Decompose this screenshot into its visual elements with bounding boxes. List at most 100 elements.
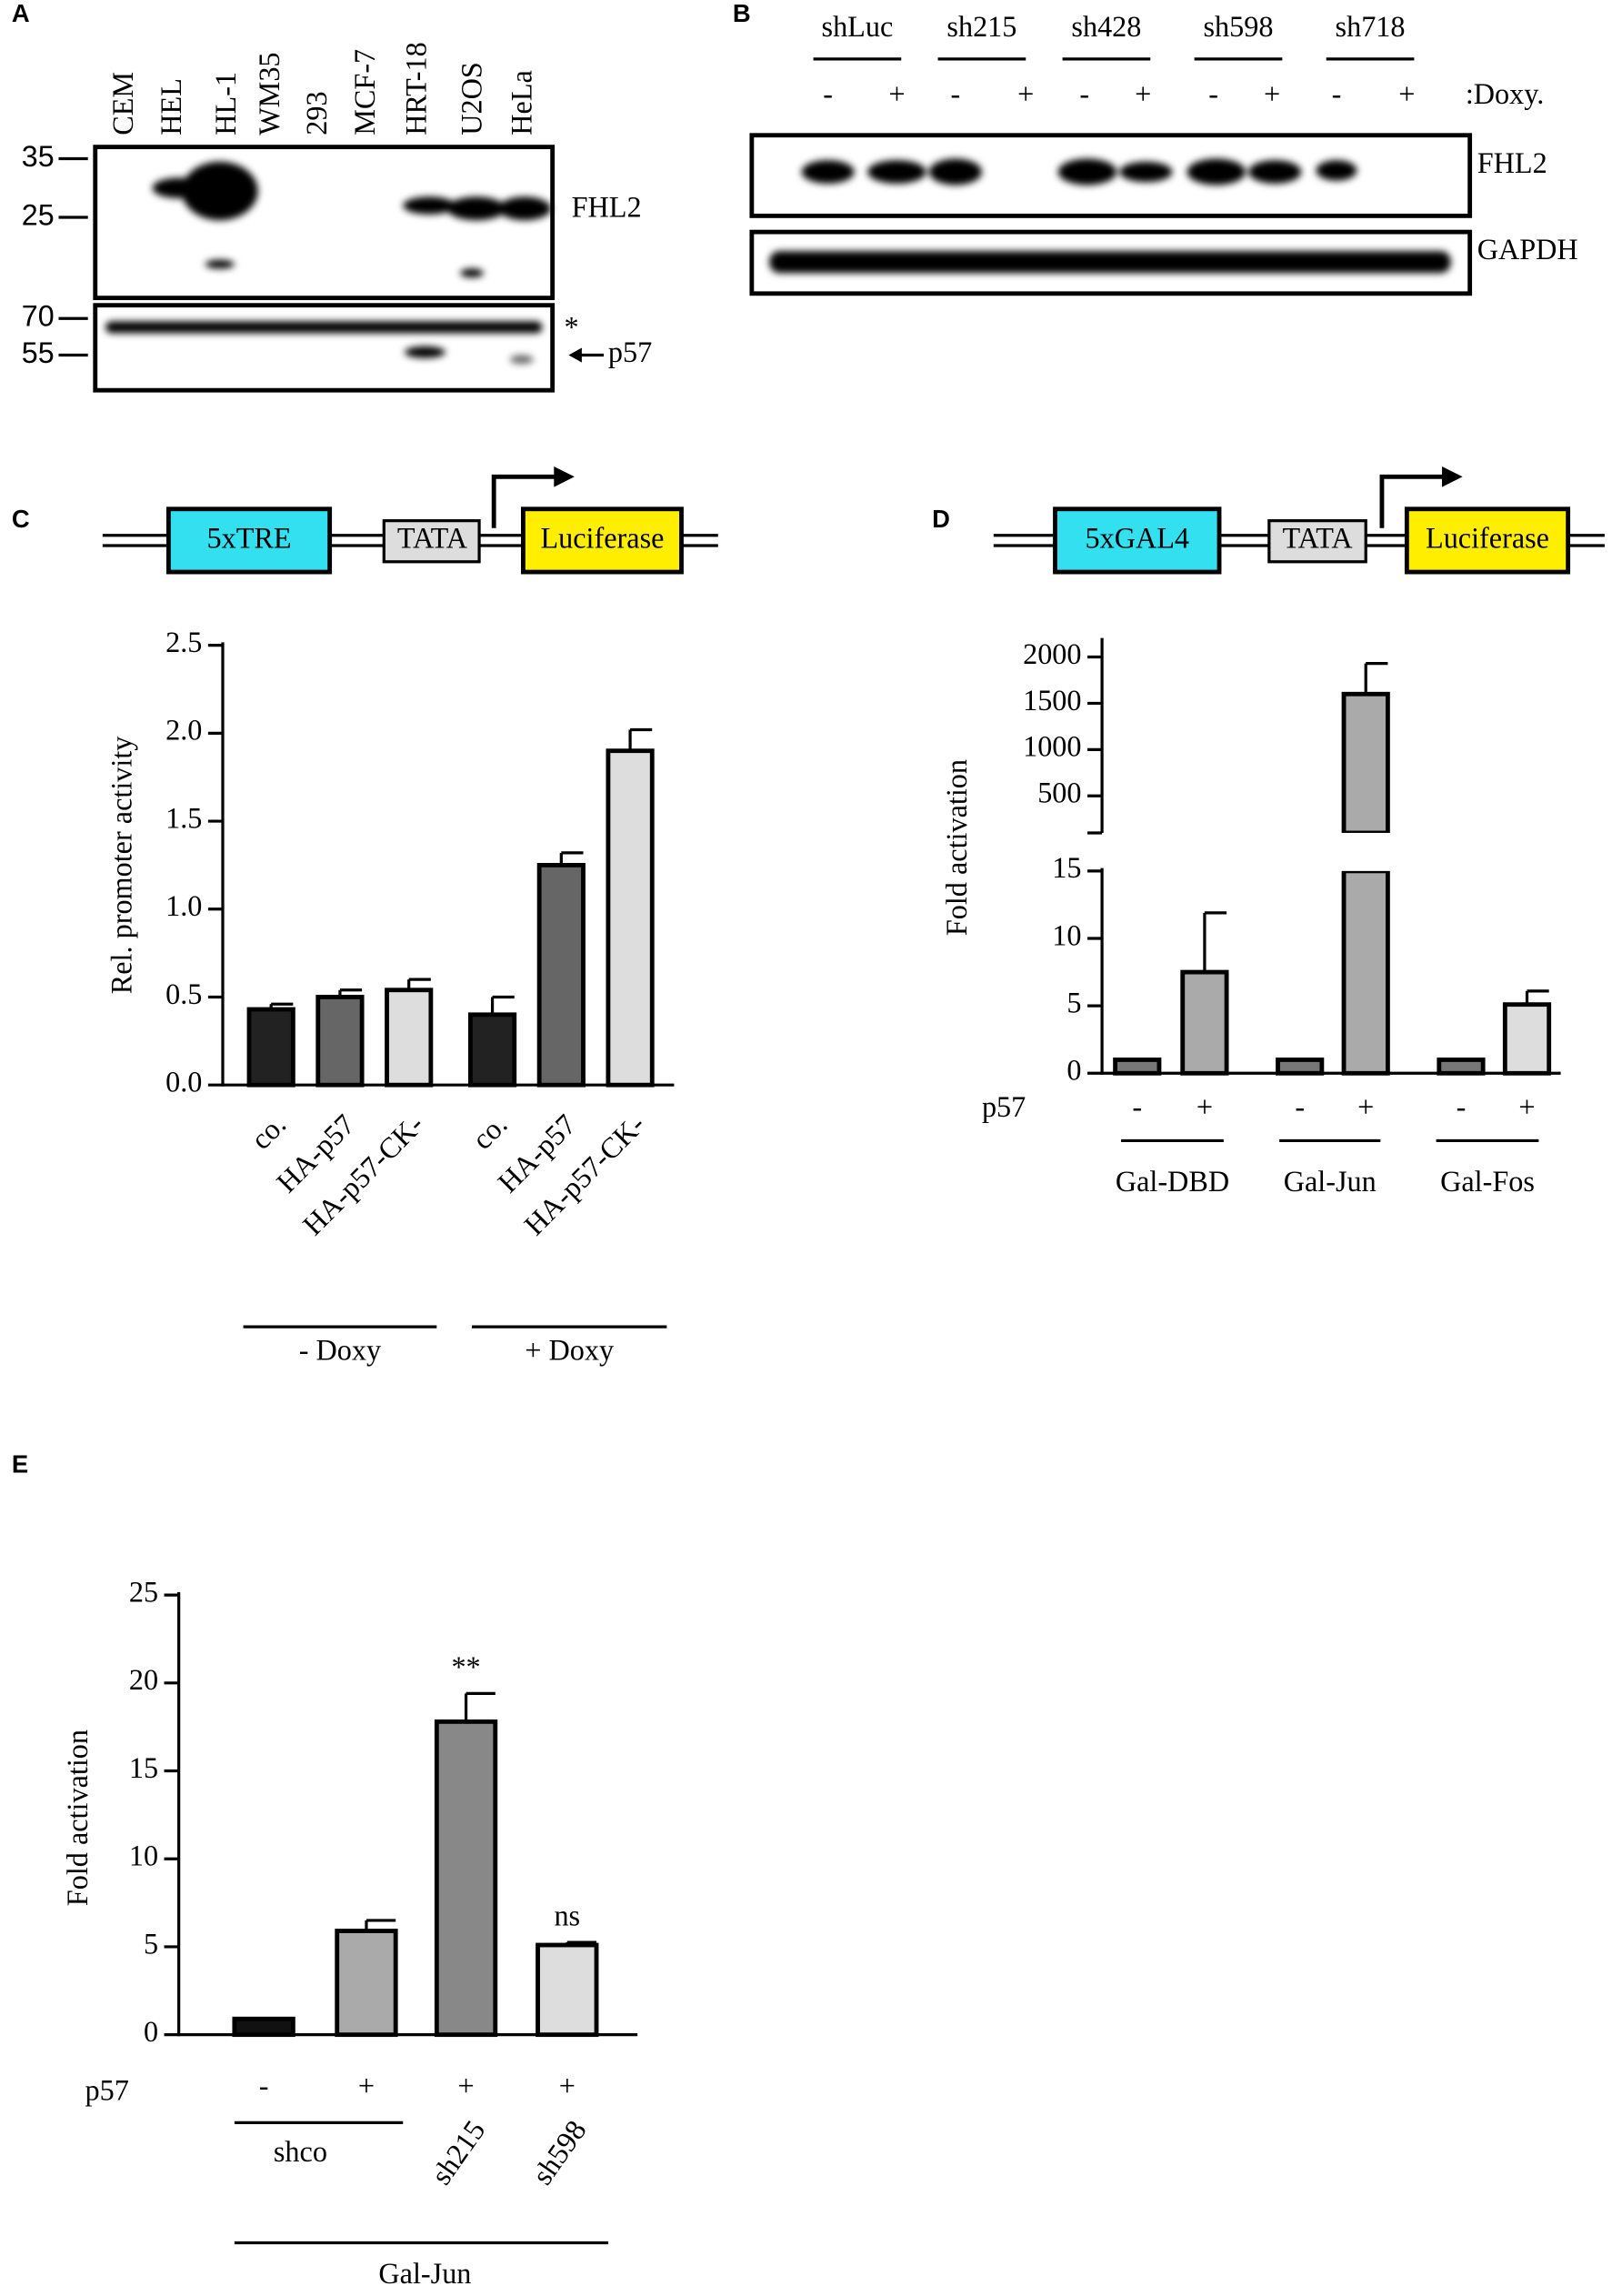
- lane-label: MCF-7: [348, 49, 381, 135]
- x-tick-label: -: [1295, 1090, 1305, 1123]
- blot-box: [93, 303, 556, 393]
- bar: [385, 988, 434, 1088]
- y-tick-label: 1.0: [165, 889, 202, 922]
- bar: [434, 1719, 498, 2038]
- lane-label: HeLa: [505, 70, 537, 135]
- y-tick-label: 1000: [1023, 730, 1081, 763]
- blot-label: *: [565, 310, 579, 343]
- lane-label: WM35: [253, 52, 285, 135]
- y-axis-label: Rel. promoter activity: [105, 737, 137, 995]
- group-label: + Doxy: [525, 1334, 614, 1367]
- doxy-sign: +: [1135, 77, 1151, 110]
- y-tick-label: 0.0: [165, 1066, 202, 1098]
- group-label: Gal-Jun: [1284, 1165, 1377, 1198]
- group-label: Gal-Fos: [1440, 1165, 1535, 1198]
- y-tick-label: 2.5: [165, 626, 202, 658]
- x-sublabel: sh215: [425, 2114, 492, 2191]
- x-tick-label: co.: [245, 1108, 293, 1156]
- value-annotation: **: [451, 1650, 480, 1683]
- y-axis-label: Fold activation: [940, 759, 973, 936]
- group-label: sh598: [1203, 10, 1273, 43]
- y-tick-label: 25: [129, 1575, 158, 1608]
- y-tick-label: 0: [1066, 1054, 1081, 1087]
- diagram-label: Luciferase: [1426, 522, 1549, 555]
- panel-label: B: [733, 0, 751, 27]
- y-tick-label: 2000: [1023, 637, 1081, 670]
- x-tick-label: -: [1457, 1090, 1467, 1123]
- lane-label: CEM: [106, 72, 139, 135]
- diagram-label: 5xTRE: [206, 522, 291, 555]
- blot-label: FHL2: [572, 190, 642, 223]
- y-tick-label: 10: [1052, 918, 1081, 951]
- bar: [606, 748, 655, 1088]
- blot-box: [93, 145, 556, 301]
- bar: [1113, 1058, 1162, 1076]
- x-tick-label: +: [1196, 1090, 1213, 1123]
- x-sublabel: sh598: [526, 2114, 593, 2191]
- x-tick-label: +: [1518, 1090, 1535, 1123]
- diagram-label: TATA: [397, 522, 468, 555]
- diagram-label: TATA: [1282, 522, 1353, 555]
- panel-label: D: [932, 505, 950, 533]
- y-tick-label: 5: [144, 1927, 158, 1960]
- diagram-label: 5xGAL4: [1085, 522, 1189, 555]
- x-tick-label: -: [1132, 1090, 1142, 1123]
- bar: [1502, 1002, 1552, 1076]
- y-tick-label: 0.5: [165, 978, 202, 1010]
- blot-bands: [105, 161, 552, 365]
- y-axis-label: Fold activation: [61, 1730, 94, 1906]
- y-tick-label: 20: [129, 1663, 158, 1696]
- value-annotation: ns: [554, 1900, 580, 1932]
- panel-label: A: [12, 0, 30, 27]
- lane-label: U2OS: [456, 62, 488, 135]
- bar: [1341, 868, 1390, 1076]
- blot-label: FHL2: [1477, 146, 1547, 179]
- doxy-sign: -: [1332, 77, 1342, 110]
- blot-label: GAPDH: [1477, 233, 1578, 266]
- category-axis-label: p57: [85, 2074, 129, 2107]
- mw-marker: 35: [22, 140, 55, 173]
- bar: [536, 1942, 599, 2038]
- blot-label: p57: [608, 336, 652, 368]
- y-tick-label: 15: [1052, 851, 1081, 884]
- diagram-d: [993, 466, 1605, 575]
- y-tick-label: 500: [1037, 777, 1081, 809]
- group-label: sh428: [1071, 10, 1141, 43]
- doxy-sign: -: [951, 77, 961, 110]
- doxy-label: :Doxy.: [1466, 77, 1545, 110]
- group-label: sh215: [946, 10, 1016, 43]
- x-tick-label: co.: [466, 1108, 514, 1156]
- lane-label: HL-1: [209, 72, 242, 135]
- lane-label: HRT-18: [399, 42, 432, 135]
- doxy-sign: -: [1079, 77, 1089, 110]
- axis-gap: [1339, 832, 1393, 871]
- group-label: sh718: [1336, 10, 1406, 43]
- doxy-sign: +: [888, 77, 905, 110]
- bar: [315, 995, 365, 1088]
- bar: [335, 1929, 398, 2038]
- x-tick-label: +: [358, 2070, 375, 2102]
- bar: [232, 2016, 295, 2038]
- x-tick-label: +: [1357, 1090, 1374, 1123]
- bar: [1437, 1058, 1486, 1076]
- doxy-sign: +: [1398, 77, 1415, 110]
- y-tick-label: 1500: [1023, 684, 1081, 717]
- bar: [1180, 969, 1229, 1076]
- doxy-sign: -: [823, 77, 833, 110]
- mw-marker: 70: [22, 300, 55, 333]
- group-label: Gal-DBD: [1116, 1165, 1229, 1198]
- bar: [246, 1007, 295, 1088]
- bar: [1276, 1058, 1325, 1076]
- x-tick-label: -: [259, 2070, 269, 2102]
- y-tick-label: 5: [1066, 987, 1081, 1019]
- diagram-c: [102, 466, 718, 575]
- mw-marker: 55: [22, 336, 55, 369]
- arrow-head: [568, 347, 582, 363]
- lane-label: 293: [300, 91, 333, 135]
- mw-marker: 25: [22, 199, 55, 232]
- group-label: - Doxy: [299, 1334, 381, 1367]
- doxy-sign: -: [1208, 77, 1218, 110]
- panel-label: E: [12, 1449, 28, 1478]
- group-label: shLuc: [822, 10, 894, 43]
- lane-label: HEL: [155, 78, 187, 135]
